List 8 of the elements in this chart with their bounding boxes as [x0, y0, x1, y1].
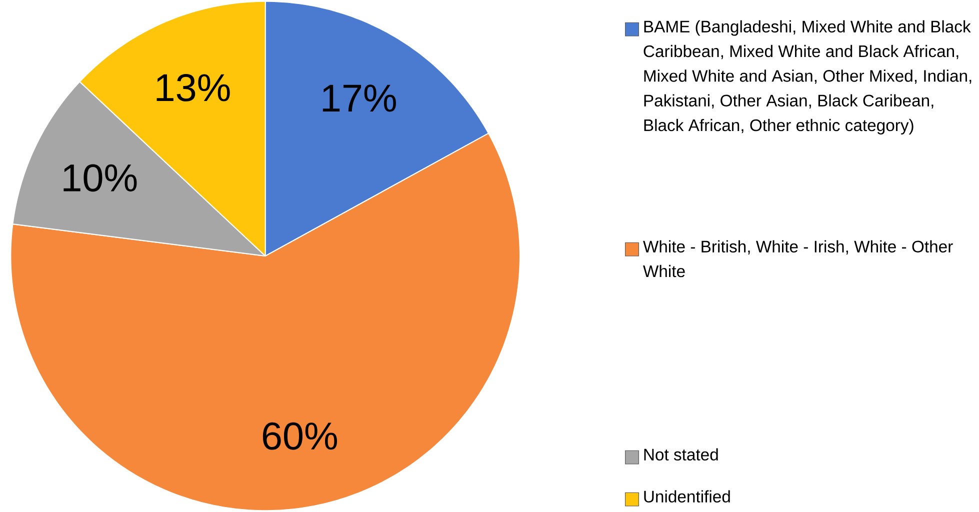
data-label: 60% — [262, 422, 337, 450]
data-label: 13% — [156, 74, 230, 102]
legend-label: BAME (Bangladeshi, Mixed White and Black Caribbean, Mixed White and Black African, Mixed White and Asian, Other Mixed, Indian, Pakistani, Other Asian, Black Caribean, Black African, Other ethnic category) — [644, 20, 972, 134]
data-label: 10% — [64, 164, 137, 192]
data-label: 17% — [322, 84, 396, 112]
legend-label: White - British, White - Irish, White - Other White — [643, 240, 953, 278]
legend-label: Not stated — [644, 448, 718, 461]
legend-label: Unidentified — [644, 490, 730, 503]
